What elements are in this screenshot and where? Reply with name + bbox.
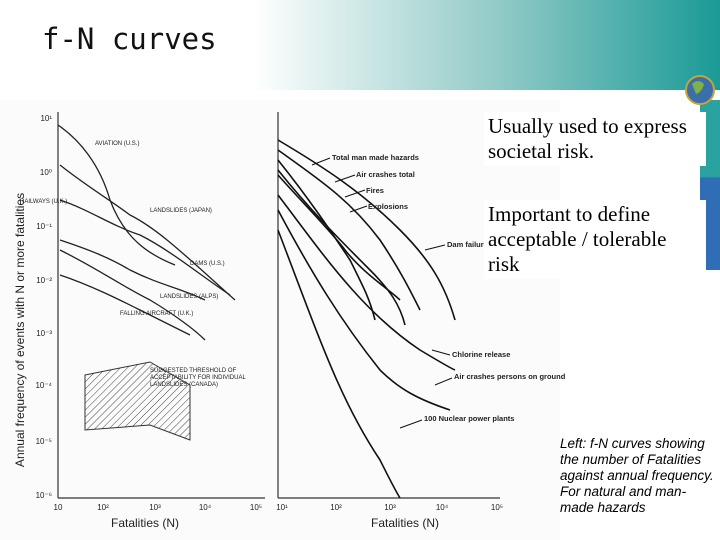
curve-label: AVIATION (U.S.) bbox=[95, 141, 139, 147]
header-band bbox=[0, 0, 720, 90]
x-tick-label: 10³ bbox=[149, 503, 161, 512]
y-tick-label: 10⁻⁴ bbox=[35, 381, 52, 390]
y-tick-label: 10¹ bbox=[40, 114, 52, 123]
x-tick-label: 10 bbox=[54, 503, 63, 512]
y-tick-label: 10⁻⁵ bbox=[36, 437, 52, 446]
x-tick-label: 10⁵ bbox=[250, 503, 262, 512]
text-box: Important to define acceptable / tolerab… bbox=[484, 200, 706, 279]
curve-label: Dam failures bbox=[447, 240, 492, 249]
right-curves bbox=[277, 139, 456, 499]
curve-label: Explosions bbox=[368, 202, 408, 211]
curve-label: RAILWAYS (U.K.) bbox=[20, 199, 67, 205]
label-leaders bbox=[311, 157, 453, 429]
y-tick-label: 10⁰ bbox=[40, 168, 52, 177]
curve-label: FALLING AIRCRAFT (U.K.) bbox=[120, 311, 193, 317]
x-tick-label: 10⁴ bbox=[199, 503, 212, 512]
x-tick-label: 10³ bbox=[384, 503, 396, 512]
y-tick-label: 10⁻¹ bbox=[36, 222, 52, 231]
x-axis-label: Fatalities (N) bbox=[111, 516, 179, 530]
curve-label: LANDSLIDES (ALPS) bbox=[160, 294, 218, 300]
figure-bg bbox=[0, 100, 560, 540]
threshold-label: SUGGESTED THRESHOLD OF bbox=[150, 368, 237, 374]
x-axis-label: Fatalities (N) bbox=[371, 516, 439, 530]
curve-label: Total man made hazards bbox=[332, 153, 419, 162]
curve-label: Fires bbox=[366, 186, 384, 195]
left-curves bbox=[57, 124, 236, 341]
x-tick-label: 10² bbox=[97, 503, 109, 512]
y-tick-label: 10⁻³ bbox=[36, 329, 52, 338]
x-tick-label: 10¹ bbox=[276, 503, 288, 512]
y-tick-label: 10⁻⁶ bbox=[36, 491, 52, 500]
y-axis-label: Annual frequency of events with N or mor… bbox=[13, 193, 27, 467]
globe-land bbox=[692, 81, 704, 94]
threshold-label: LANDSLIDES (CANADA) bbox=[150, 382, 218, 388]
x-tick-label: 10⁵ bbox=[491, 503, 503, 512]
threshold-area bbox=[84, 361, 191, 441]
curve-label: DAMS (U.S.) bbox=[190, 261, 225, 267]
curve-label: Air crashes persons on ground bbox=[454, 372, 566, 381]
text-box: Usually used to express societal risk. bbox=[484, 112, 706, 166]
x-tick-label: 10⁴ bbox=[436, 503, 449, 512]
curve-label: LANDSLIDES (JAPAN) bbox=[150, 208, 212, 214]
curve-label: Air crashes total bbox=[356, 170, 415, 179]
curve-label: 100 Nuclear power plants bbox=[424, 414, 514, 423]
left-axes bbox=[57, 112, 265, 499]
caption: Left: f-N curves showing the number of F… bbox=[560, 436, 714, 515]
x-tick-label: 10² bbox=[330, 503, 342, 512]
curve-label: Chlorine release bbox=[452, 350, 510, 359]
right-axes bbox=[277, 112, 500, 499]
y-tick-label: 10⁻² bbox=[36, 276, 52, 285]
slide-title: f-N curves bbox=[42, 22, 217, 56]
threshold-label: ACCEPTABILITY FOR INDIVIDUAL bbox=[150, 375, 246, 381]
